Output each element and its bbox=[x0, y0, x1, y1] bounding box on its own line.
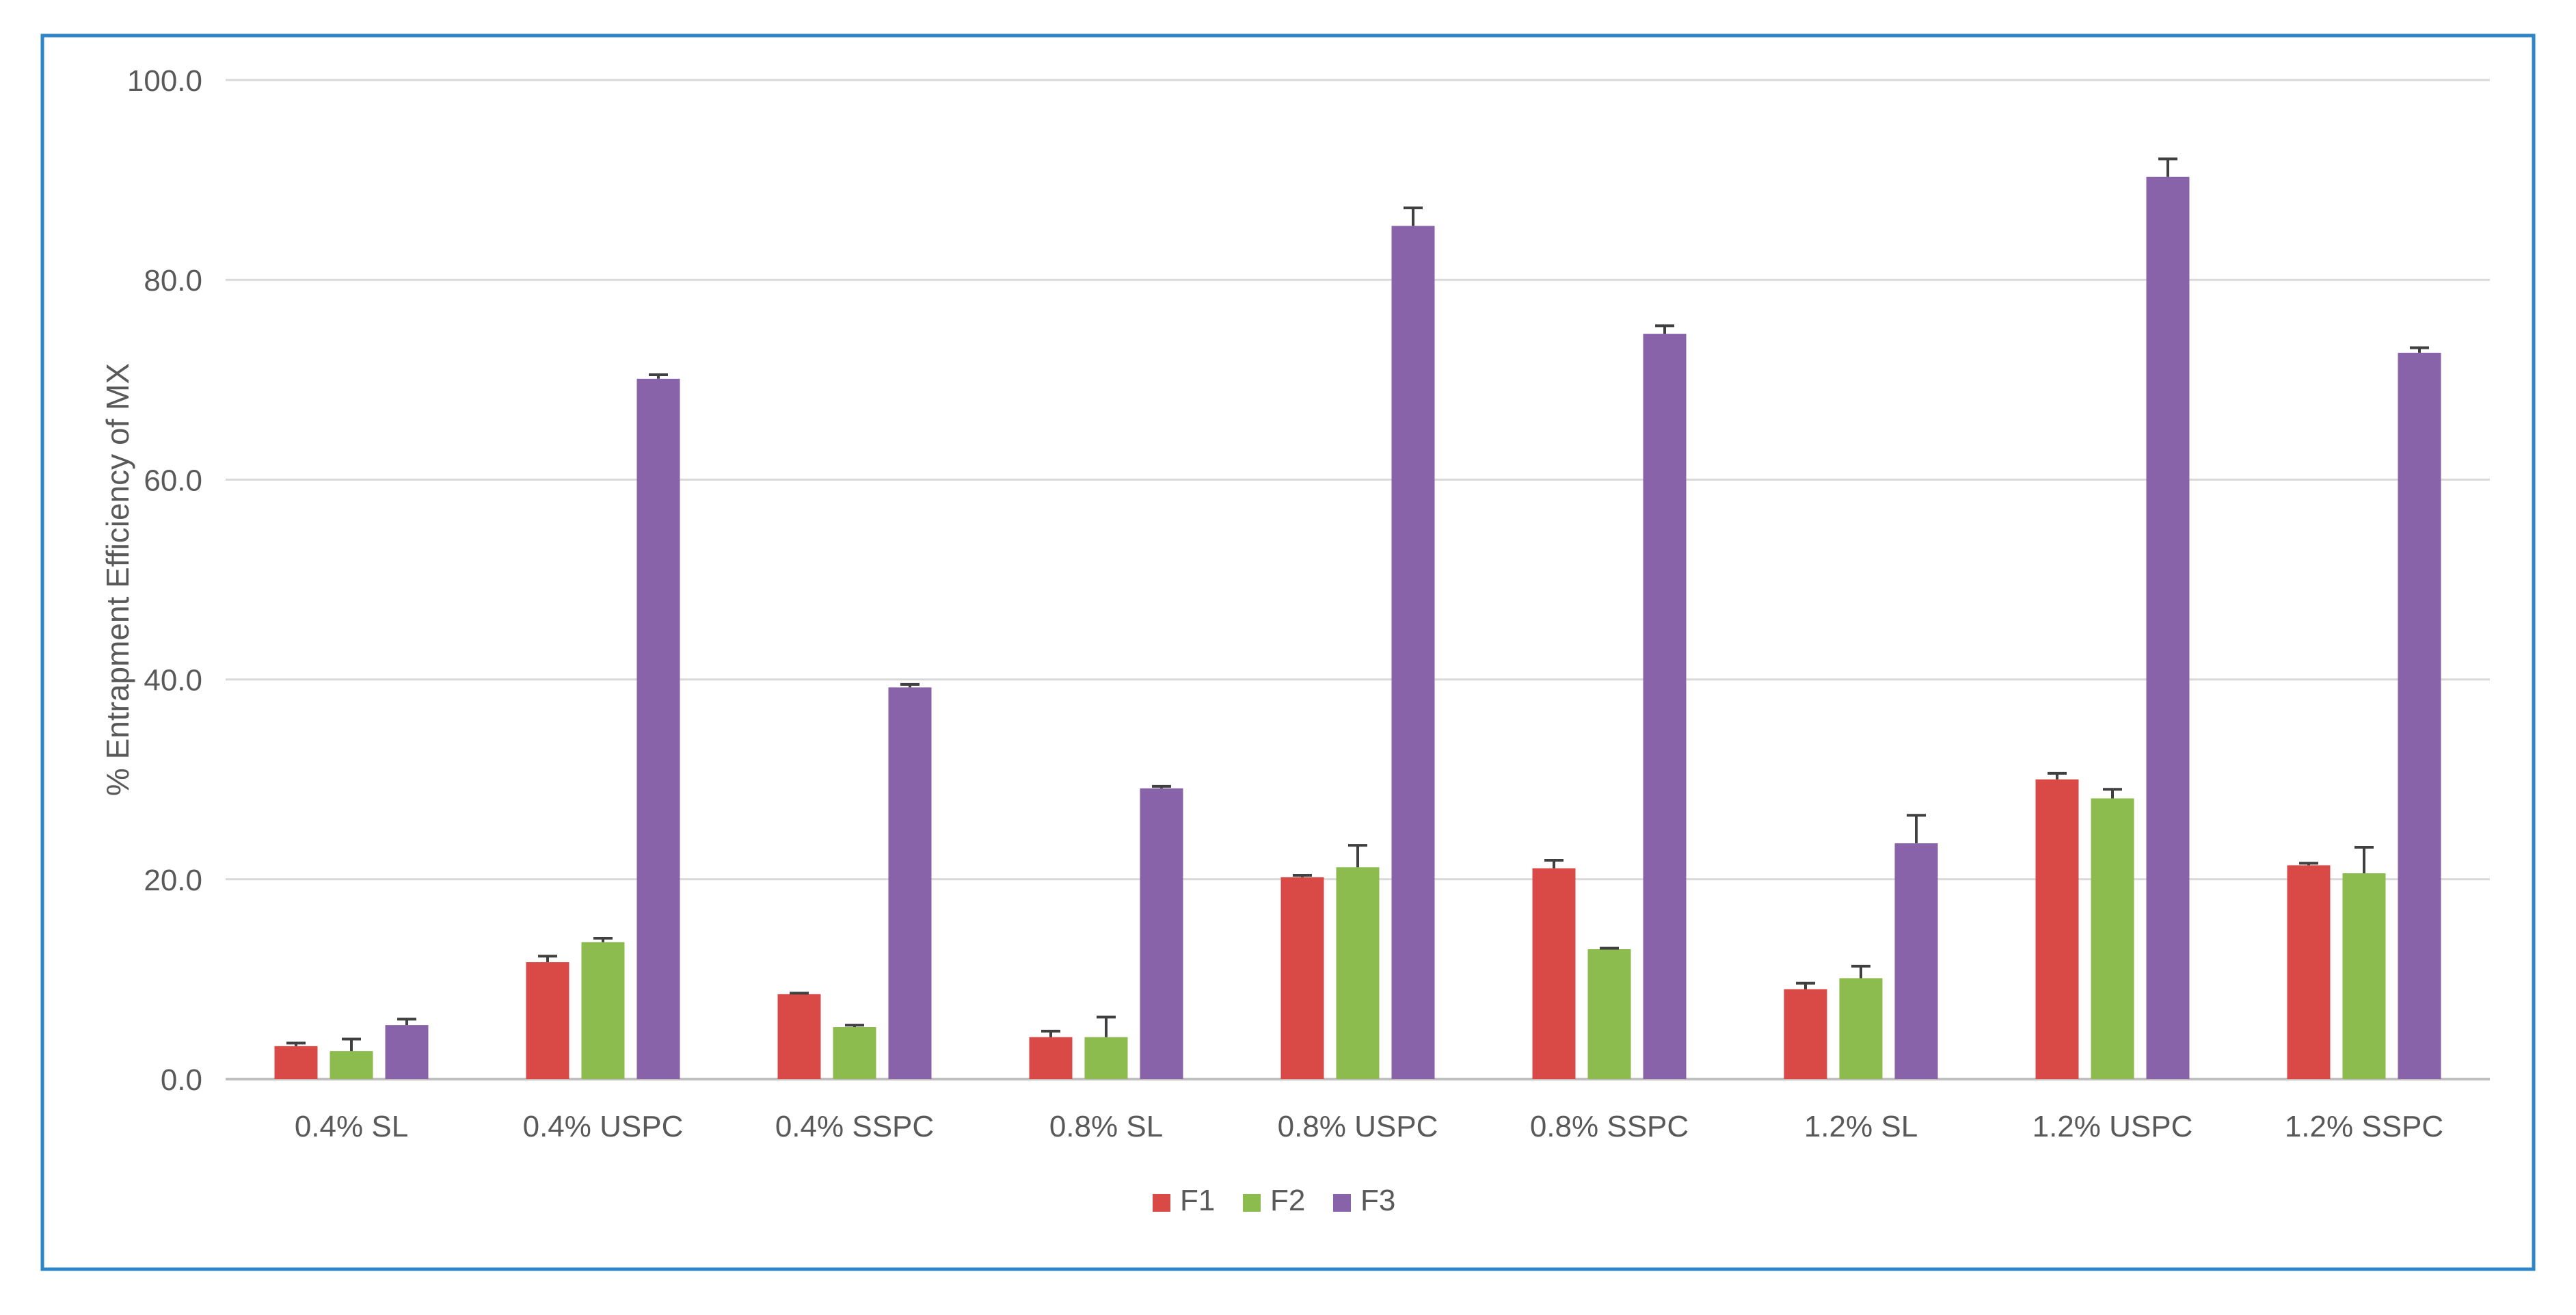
bar-f1 bbox=[1029, 1037, 1073, 1079]
bar-f1 bbox=[777, 994, 821, 1079]
error-bars bbox=[286, 157, 2429, 1052]
bar-f2 bbox=[2091, 798, 2134, 1079]
legend-swatch bbox=[1333, 1194, 1351, 1212]
bar-f2 bbox=[1084, 1037, 1128, 1079]
y-axis-label: % Entrapment Efficiency of MX bbox=[100, 363, 135, 796]
error-bar bbox=[2299, 862, 2318, 866]
bar-f3 bbox=[385, 1025, 429, 1079]
error-bar bbox=[1907, 814, 1926, 844]
x-tick-label: 0.8% SL bbox=[1049, 1110, 1163, 1143]
y-axis-tick-labels: 0.0 20.0 40.0 60.0 80.0 100.0 bbox=[127, 64, 202, 1097]
y-tick-label: 40.0 bbox=[144, 664, 202, 698]
error-bar bbox=[1655, 324, 1674, 334]
x-axis-tick-labels: 0.4% SL 0.4% USPC 0.4% SSPC 0.8% SL 0.8% USP… bbox=[295, 1110, 2443, 1143]
bar-f1 bbox=[2035, 779, 2079, 1079]
legend-swatch bbox=[1243, 1194, 1261, 1212]
error-bar bbox=[286, 1041, 306, 1046]
error-bar bbox=[1348, 844, 1367, 868]
error-bar bbox=[1097, 1015, 1116, 1037]
error-bar bbox=[845, 1024, 864, 1028]
x-tick-label: 1.2% USPC bbox=[2032, 1110, 2193, 1143]
bar-f3 bbox=[636, 378, 680, 1079]
bar-f1 bbox=[1532, 868, 1576, 1079]
bar-f1 bbox=[1784, 989, 1827, 1079]
error-bar bbox=[790, 992, 809, 995]
bar-f1 bbox=[526, 962, 569, 1079]
error-bar bbox=[397, 1018, 416, 1026]
x-tick-label: 0.8% USPC bbox=[1278, 1110, 1438, 1143]
error-bar bbox=[2354, 846, 2374, 874]
bar-f1 bbox=[274, 1046, 318, 1079]
x-tick-label: 0.8% SSPC bbox=[1530, 1110, 1689, 1143]
legend-label: F2 bbox=[1270, 1184, 1305, 1217]
x-tick-label: 1.2% SL bbox=[1804, 1110, 1918, 1143]
error-bar bbox=[1293, 873, 1312, 877]
error-bar bbox=[2103, 788, 2122, 799]
legend-label: F3 bbox=[1360, 1184, 1395, 1217]
bar-f2 bbox=[1336, 867, 1380, 1079]
bar-f3 bbox=[1391, 226, 1435, 1079]
error-bar bbox=[1404, 207, 1423, 226]
y-tick-label: 0.0 bbox=[161, 1063, 202, 1097]
error-bar bbox=[900, 682, 920, 688]
bar-f2 bbox=[1587, 949, 1631, 1079]
error-bar bbox=[1796, 981, 1815, 989]
bar-f3 bbox=[1140, 788, 1183, 1079]
error-bar bbox=[342, 1037, 361, 1052]
error-bar bbox=[2158, 157, 2177, 177]
bar-f2 bbox=[330, 1051, 373, 1079]
error-bar bbox=[538, 955, 557, 963]
legend-item-f1: F1 bbox=[1153, 1184, 1215, 1217]
error-bar bbox=[1544, 859, 1564, 868]
legend-label: F1 bbox=[1180, 1184, 1215, 1217]
y-tick-label: 20.0 bbox=[144, 864, 202, 897]
error-bar bbox=[649, 373, 668, 379]
y-tick-label: 60.0 bbox=[144, 464, 202, 497]
bar-f2 bbox=[581, 942, 625, 1079]
error-bar bbox=[2048, 771, 2067, 780]
bar-f1 bbox=[1280, 877, 1324, 1079]
error-bar bbox=[1041, 1029, 1060, 1037]
error-bar bbox=[1600, 946, 1619, 950]
bar-f3 bbox=[1643, 334, 1687, 1079]
bar-f1 bbox=[2287, 865, 2331, 1079]
legend: F1 F2 F3 bbox=[1153, 1184, 1395, 1217]
bars bbox=[274, 176, 2441, 1079]
y-tick-label: 100.0 bbox=[127, 64, 202, 98]
x-tick-label: 0.4% SL bbox=[295, 1110, 408, 1143]
y-tick-label: 80.0 bbox=[144, 264, 202, 297]
x-tick-label: 0.4% SSPC bbox=[775, 1110, 934, 1143]
bar-f2 bbox=[833, 1027, 876, 1079]
bar-f3 bbox=[2398, 352, 2441, 1079]
legend-swatch bbox=[1153, 1194, 1170, 1212]
error-bar bbox=[593, 936, 613, 942]
bar-f2 bbox=[2342, 873, 2386, 1079]
bar-f2 bbox=[1839, 978, 1883, 1079]
error-bar bbox=[2410, 346, 2429, 353]
bar-f3 bbox=[888, 687, 932, 1079]
bar-f3 bbox=[1894, 843, 1938, 1079]
x-tick-label: 1.2% SSPC bbox=[2285, 1110, 2443, 1143]
bar-f3 bbox=[2146, 176, 2190, 1079]
legend-item-f3: F3 bbox=[1333, 1184, 1395, 1217]
legend-item-f2: F2 bbox=[1243, 1184, 1305, 1217]
x-tick-label: 0.4% USPC bbox=[523, 1110, 684, 1143]
error-bar bbox=[1152, 784, 1171, 788]
error-bar bbox=[1851, 964, 1870, 979]
